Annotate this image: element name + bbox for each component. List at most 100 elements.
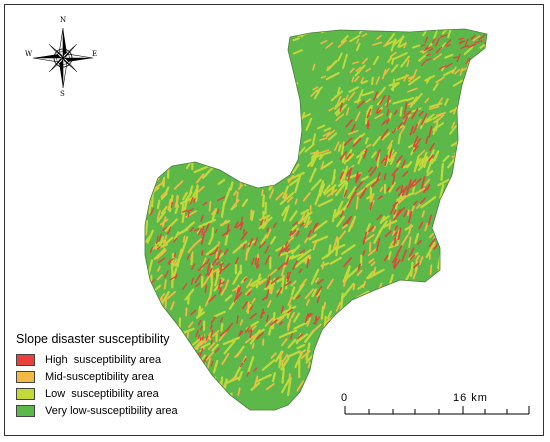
terrain-stroke bbox=[343, 279, 347, 287]
terrain-stroke bbox=[394, 225, 398, 231]
terrain-stroke bbox=[441, 29, 450, 35]
terrain-stroke bbox=[190, 154, 208, 162]
terrain-stroke bbox=[317, 346, 322, 353]
terrain-stroke bbox=[238, 370, 243, 381]
terrain-stroke bbox=[429, 142, 435, 151]
terrain-stroke bbox=[173, 237, 178, 243]
terrain-stroke bbox=[224, 279, 230, 290]
terrain-stroke bbox=[278, 355, 282, 369]
terrain-stroke bbox=[426, 183, 431, 191]
terrain-stroke bbox=[424, 222, 429, 232]
terrain-stroke bbox=[393, 52, 408, 60]
terrain-stroke bbox=[354, 75, 360, 82]
terrain-stroke bbox=[478, 129, 483, 142]
terrain-stroke bbox=[452, 79, 464, 87]
terrain-stroke bbox=[372, 55, 380, 66]
terrain-stroke bbox=[253, 367, 258, 372]
terrain-stroke bbox=[348, 86, 359, 93]
terrain-stroke bbox=[355, 38, 360, 44]
terrain-stroke bbox=[219, 262, 225, 266]
terrain-stroke bbox=[448, 202, 456, 214]
terrain-stroke bbox=[308, 233, 317, 241]
terrain-stroke bbox=[260, 308, 265, 319]
terrain-stroke bbox=[379, 186, 384, 193]
terrain-stroke bbox=[288, 156, 298, 164]
terrain-stroke bbox=[292, 163, 300, 174]
terrain-stroke bbox=[307, 361, 311, 369]
terrain-stroke bbox=[410, 261, 414, 277]
terrain-stroke bbox=[361, 33, 368, 38]
terrain-stroke bbox=[435, 37, 440, 47]
terrain-stroke bbox=[376, 308, 387, 321]
terrain-stroke bbox=[418, 157, 425, 167]
terrain-stroke bbox=[164, 218, 178, 232]
terrain-stroke bbox=[440, 34, 448, 38]
terrain-stroke bbox=[426, 158, 434, 174]
terrain-stroke bbox=[478, 34, 486, 41]
terrain-stroke bbox=[420, 196, 437, 209]
terrain-stroke bbox=[201, 225, 205, 233]
terrain-stroke bbox=[362, 250, 366, 256]
terrain-stroke bbox=[393, 237, 397, 247]
terrain-stroke bbox=[391, 57, 395, 65]
terrain-stroke bbox=[354, 331, 363, 349]
terrain-stroke bbox=[438, 334, 446, 353]
legend-label-very-low: Very low-susceptibility area bbox=[45, 404, 178, 417]
terrain-stroke bbox=[294, 198, 298, 205]
scale-end-label: 16 km bbox=[453, 392, 488, 404]
terrain-stroke bbox=[464, 112, 475, 124]
legend-item-low: Low susceptibility area bbox=[16, 386, 246, 401]
terrain-stroke bbox=[439, 299, 451, 310]
terrain-stroke bbox=[222, 263, 231, 271]
terrain-stroke bbox=[469, 144, 475, 151]
terrain-stroke bbox=[308, 167, 317, 183]
terrain-stroke bbox=[225, 157, 237, 173]
terrain-stroke bbox=[317, 278, 324, 285]
terrain-stroke bbox=[235, 291, 243, 300]
terrain-stroke bbox=[256, 373, 272, 383]
terrain-stroke bbox=[245, 278, 253, 289]
terrain-stroke bbox=[444, 53, 454, 59]
terrain-stroke bbox=[444, 223, 455, 241]
terrain-stroke bbox=[442, 240, 458, 250]
terrain-stroke bbox=[388, 243, 399, 249]
terrain-stroke bbox=[173, 180, 184, 190]
terrain-stroke bbox=[281, 367, 285, 384]
terrain-stroke bbox=[197, 262, 207, 272]
terrain-stroke bbox=[348, 377, 358, 385]
terrain-stroke bbox=[366, 123, 370, 130]
terrain-stroke bbox=[453, 56, 460, 59]
terrain-stroke bbox=[309, 151, 318, 155]
terrain-stroke bbox=[372, 41, 383, 46]
terrain-stroke bbox=[326, 278, 334, 290]
legend-swatch-mid bbox=[16, 370, 35, 383]
terrain-stroke bbox=[361, 360, 373, 369]
terrain-stroke bbox=[415, 313, 426, 323]
terrain-stroke bbox=[328, 107, 335, 112]
terrain-stroke bbox=[230, 375, 238, 381]
terrain-stroke bbox=[214, 273, 217, 278]
terrain-stroke bbox=[395, 302, 404, 310]
terrain-stroke bbox=[463, 91, 467, 99]
terrain-stroke bbox=[453, 106, 458, 115]
terrain-stroke bbox=[442, 302, 450, 316]
terrain-stroke bbox=[221, 352, 230, 365]
terrain-stroke bbox=[180, 154, 196, 165]
terrain-stroke bbox=[290, 280, 297, 287]
terrain-stroke bbox=[366, 105, 372, 113]
terrain-stroke bbox=[190, 251, 194, 261]
terrain-stroke bbox=[285, 257, 290, 266]
terrain-stroke bbox=[313, 220, 328, 232]
terrain-stroke bbox=[383, 255, 389, 262]
terrain-stroke bbox=[182, 282, 188, 291]
terrain-stroke bbox=[318, 153, 325, 160]
terrain-stroke bbox=[414, 138, 422, 148]
terrain-stroke bbox=[363, 149, 368, 159]
terrain-stroke bbox=[400, 55, 410, 68]
terrain-stroke bbox=[403, 102, 408, 115]
terrain-stroke bbox=[220, 219, 228, 227]
terrain-stroke bbox=[423, 46, 432, 52]
terrain-stroke bbox=[323, 184, 337, 196]
terrain-stroke bbox=[251, 258, 255, 265]
terrain-stroke bbox=[213, 249, 218, 255]
